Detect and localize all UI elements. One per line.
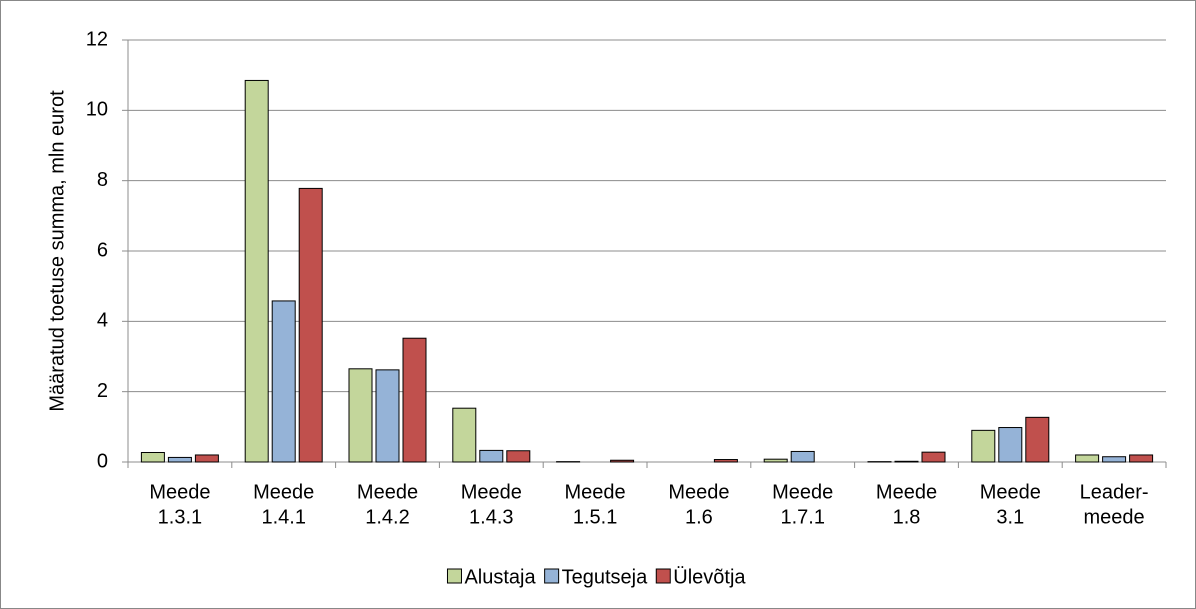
x-tick-label: 1.4.3	[469, 506, 513, 528]
x-tick-label: Meede	[876, 481, 937, 503]
x-tick-label: Meede	[253, 481, 314, 503]
legend-label: Alustaja	[464, 566, 536, 588]
y-tick-label: 10	[86, 99, 108, 121]
x-tick-label: 1.8	[893, 506, 921, 528]
bar	[894, 460, 919, 463]
x-tick-label: Meede	[565, 481, 626, 503]
bar	[298, 187, 323, 463]
y-tick-label: 8	[97, 169, 108, 191]
y-tick-label: 12	[86, 28, 108, 50]
bar	[998, 427, 1023, 463]
x-tick-label: meede	[1084, 506, 1145, 528]
legend-swatch	[446, 568, 462, 584]
bar	[1025, 416, 1050, 463]
bar	[452, 407, 477, 463]
x-tick-label: 1.6	[685, 506, 713, 528]
bar	[506, 450, 531, 463]
x-tick-label: Meede	[149, 481, 210, 503]
y-tick-label: 4	[97, 310, 108, 332]
bar	[271, 300, 296, 463]
bar	[1129, 454, 1154, 463]
x-tick-label: Meede	[772, 481, 833, 503]
bar	[479, 449, 504, 463]
bar	[790, 450, 815, 463]
bar	[140, 452, 165, 463]
legend-label: Tegutseja	[562, 566, 648, 588]
x-tick-label: 3.1	[996, 506, 1024, 528]
bar	[921, 451, 946, 463]
bar	[348, 368, 373, 463]
bar	[1102, 456, 1127, 463]
x-tick-label: Meede	[357, 481, 418, 503]
legend-swatch	[544, 568, 560, 584]
x-tick-label: Meede	[980, 481, 1041, 503]
x-tick-label: 1.5.1	[573, 506, 617, 528]
bar	[971, 429, 996, 463]
x-tick-label: 1.7.1	[780, 506, 824, 528]
bar	[402, 337, 427, 463]
bar	[610, 459, 635, 463]
x-tick-label: 1.4.2	[365, 506, 409, 528]
y-axis-label: Määratud toetuse summa, mln eurot	[46, 90, 68, 412]
legend-label: Ülevõtja	[673, 566, 746, 588]
bar	[194, 454, 219, 463]
bar	[244, 79, 269, 463]
bar	[167, 456, 192, 463]
y-tick-label: 0	[97, 450, 108, 472]
bar	[1075, 454, 1100, 463]
legend-swatch	[655, 568, 671, 584]
x-tick-label: 1.4.1	[261, 506, 305, 528]
bar	[763, 458, 788, 463]
x-tick-label: Leader-	[1080, 481, 1149, 503]
bar	[375, 369, 400, 463]
x-tick-label: 1.3.1	[158, 506, 202, 528]
x-tick-label: Meede	[461, 481, 522, 503]
bar	[713, 459, 738, 463]
y-tick-label: 2	[97, 380, 108, 402]
x-tick-label: Meede	[668, 481, 729, 503]
y-tick-label: 6	[97, 239, 108, 261]
